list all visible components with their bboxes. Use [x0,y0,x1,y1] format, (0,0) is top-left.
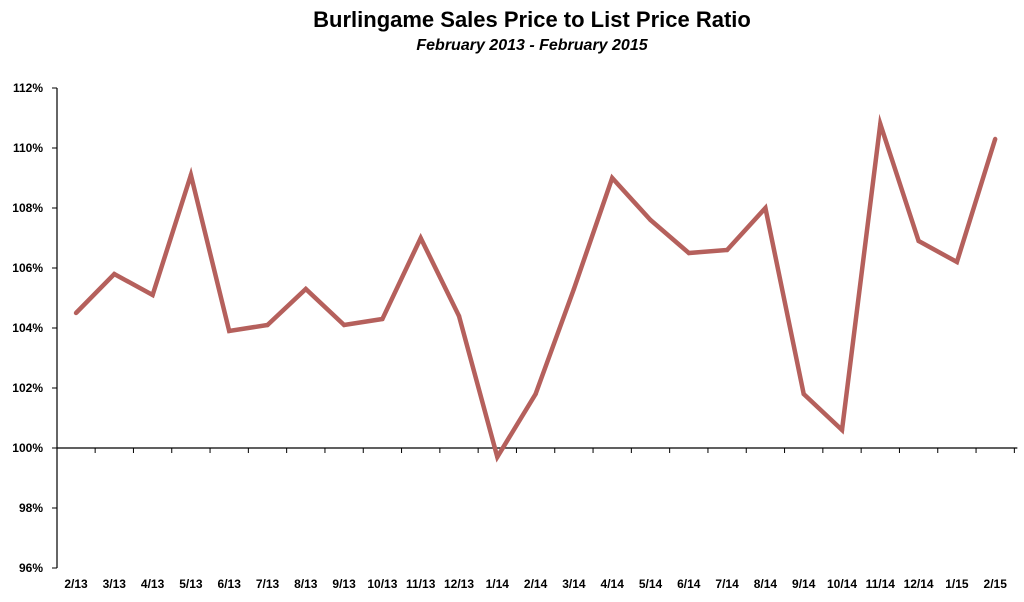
x-tick-label: 7/13 [256,577,280,591]
x-tick-label: 12/14 [904,577,934,591]
y-axis: 96% 98% 100% 102% 104% 106% 108% 110% 112% [12,81,58,575]
data-point [648,217,653,223]
x-tick-label: 1/14 [486,577,510,591]
y-tick-label: 110% [13,141,43,155]
x-tick-label: 6/14 [677,577,701,591]
y-tick-label: 100% [12,441,43,455]
data-point [188,172,194,178]
x-tick-label: 6/13 [218,577,242,591]
data-point [724,247,730,253]
y-tick-label: 108% [12,201,43,215]
x-tick-label: 11/13 [406,577,436,591]
data-point [495,454,500,460]
y-tick-label: 98% [19,501,43,515]
x-axis: 2/13 3/13 4/13 5/13 6/13 7/13 8/13 9/13 10/13 11/… [57,447,1018,591]
y-tick-label: 106% [12,261,43,275]
data-point [341,322,347,328]
x-tick-label: 5/14 [639,577,663,591]
data-point [993,136,998,142]
x-tick-label: 4/13 [141,577,165,591]
series-layer [73,113,998,463]
data-point [801,391,806,397]
y-tick-label: 96% [19,561,43,575]
data-point [303,286,308,292]
x-tick-label: 2/15 [984,577,1008,591]
x-tick-label: 2/13 [64,577,88,591]
data-point [954,259,960,265]
data-point [227,328,232,334]
x-tick-label: 8/13 [294,577,318,591]
x-tick-label: 5/13 [179,577,203,591]
x-tick-label: 10/13 [367,577,397,591]
x-tick-label: 9/13 [332,577,356,591]
chart-subtitle: February 2013 - February 2015 [416,37,648,54]
data-point [73,310,79,316]
data-point [533,391,538,397]
x-tick-label: 4/14 [601,577,625,591]
x-tick-label: 9/14 [792,577,816,591]
x-tick-label: 10/14 [827,577,857,591]
data-point [916,238,921,244]
data-point [571,286,577,292]
x-tick-label: 2/14 [524,577,548,591]
data-point [150,292,155,298]
x-tick-label: 7/14 [715,577,739,591]
data-point [839,427,845,433]
data-point [686,250,691,256]
x-tick-label: 1/15 [945,577,969,591]
data-point [763,205,768,211]
data-point [610,175,615,181]
series-line [74,113,998,463]
y-tick-label: 112% [13,81,43,95]
data-point [380,316,385,322]
data-point [418,235,423,241]
x-tick-label: 3/13 [103,577,127,591]
data-point [456,313,462,319]
x-tick-label: 11/14 [866,577,896,591]
chart-title: Burlingame Sales Price to List Price Rat… [313,7,751,32]
y-tick-label: 102% [12,381,43,395]
data-point [112,271,117,277]
data-point [878,121,883,127]
x-tick-label: 3/14 [562,577,586,591]
data-point [265,322,270,328]
y-tick-label: 104% [12,321,43,335]
x-tick-label: 12/13 [444,577,474,591]
x-tick-label: 8/14 [754,577,778,591]
